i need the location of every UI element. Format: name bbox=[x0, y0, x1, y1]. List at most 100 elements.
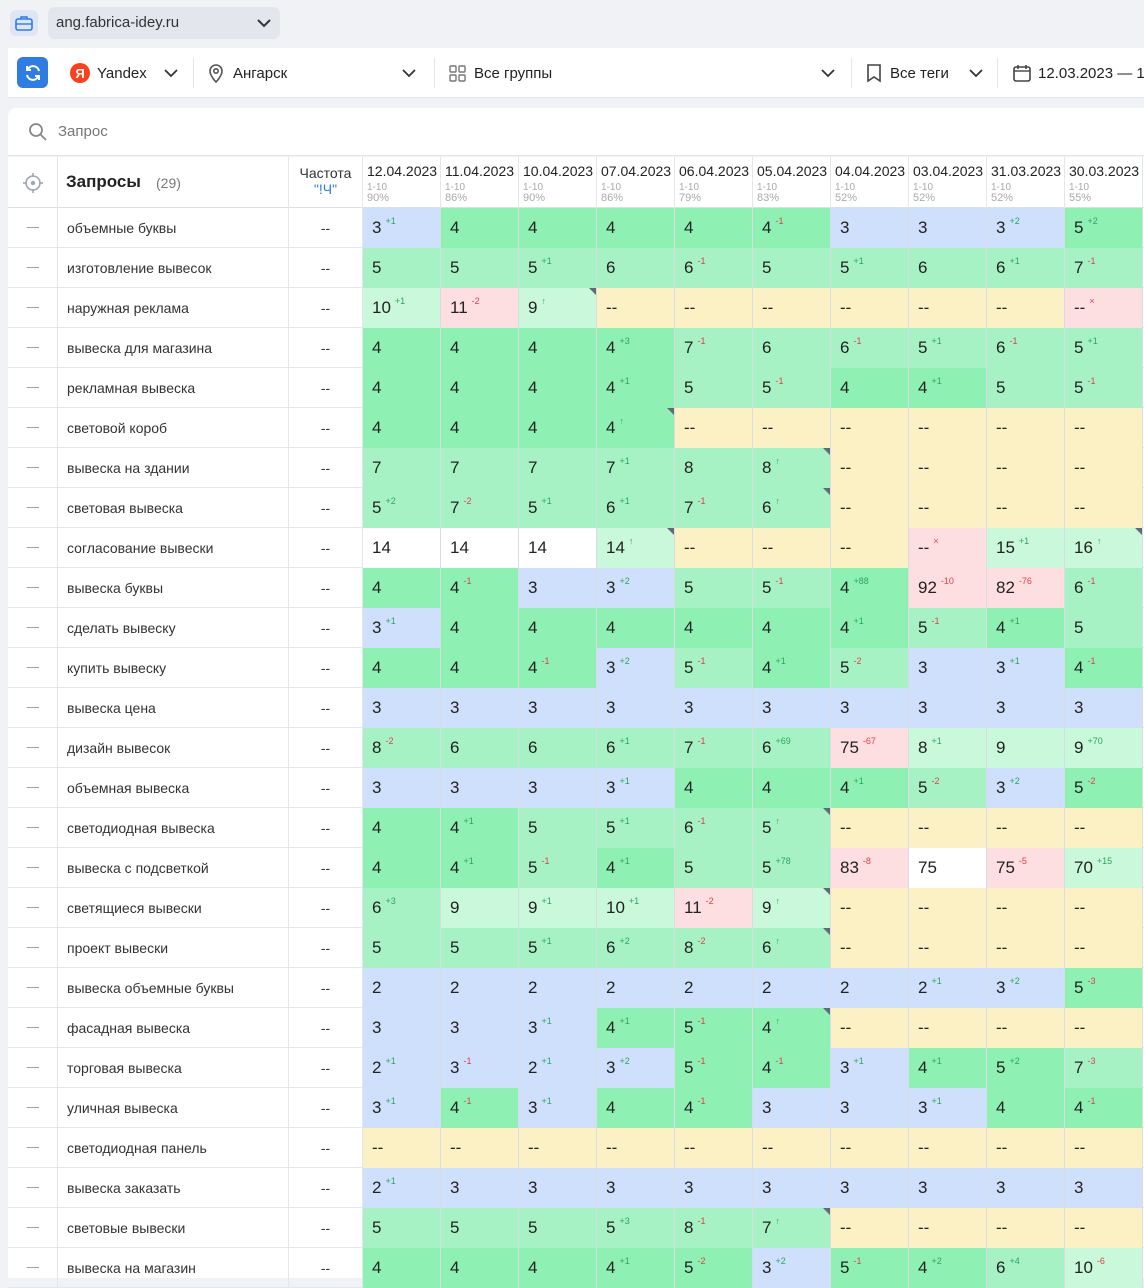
position-cell[interactable]: 3 -1 bbox=[441, 1048, 519, 1088]
position-cell[interactable]: -- bbox=[753, 528, 831, 568]
position-cell[interactable]: 8 +1 bbox=[909, 728, 987, 768]
position-cell[interactable]: -- bbox=[753, 408, 831, 448]
position-cell[interactable]: 3 bbox=[753, 1088, 831, 1128]
position-cell[interactable]: -- bbox=[1065, 448, 1143, 488]
position-cell[interactable]: 3 bbox=[519, 1168, 597, 1208]
tags-select[interactable]: Все теги bbox=[866, 48, 984, 98]
query-text[interactable]: вывеска заказать bbox=[58, 1168, 289, 1208]
position-cell[interactable]: -- bbox=[1065, 1128, 1143, 1168]
query-text[interactable]: вывеска на здании bbox=[58, 448, 289, 488]
position-cell[interactable]: -- bbox=[753, 288, 831, 328]
position-cell[interactable]: -- bbox=[831, 408, 909, 448]
table-row[interactable]: купить вывеску -- 4 4 4 -1 3 +2 5 -1 4 +1 5 -2 3 3 +1 4 -1 bbox=[8, 648, 1144, 688]
position-cell[interactable]: 4 +1 bbox=[909, 368, 987, 408]
position-cell[interactable]: 3 bbox=[1065, 1168, 1143, 1208]
position-cell[interactable]: 2 +1 bbox=[519, 1048, 597, 1088]
position-cell[interactable]: -- bbox=[1065, 888, 1143, 928]
position-cell[interactable]: 10 +1 bbox=[597, 888, 675, 928]
table-row[interactable]: согласование вывески -- 14 14 14 14 ↑ -- -- -- -- ×… bbox=[8, 528, 1144, 568]
query-text[interactable]: рекламная вывеска bbox=[58, 368, 289, 408]
position-cell[interactable]: 4 bbox=[363, 1248, 441, 1288]
table-row[interactable]: дизайн вывесок -- 8 -2 6 6 6 +1 7 -1 6 +69 75 -67 8 +1 9… bbox=[8, 728, 1144, 768]
row-select[interactable] bbox=[8, 888, 58, 928]
engine-select[interactable]: Я Yandex bbox=[70, 48, 179, 98]
date-column-header[interactable]: 10.04.2023 1-10 90% bbox=[519, 157, 597, 208]
date-range-picker[interactable]: 12.03.2023 — 12 bbox=[1012, 48, 1144, 98]
position-cell[interactable]: 10 -6 bbox=[1065, 1248, 1143, 1288]
queries-column-header[interactable]: Запросы (29) bbox=[8, 157, 289, 208]
position-cell[interactable]: -- bbox=[1065, 1208, 1143, 1248]
row-select[interactable] bbox=[8, 528, 58, 568]
position-cell[interactable]: 3 bbox=[987, 688, 1065, 728]
row-select[interactable] bbox=[8, 1088, 58, 1128]
query-text[interactable]: уличная вывеска bbox=[58, 1088, 289, 1128]
position-cell[interactable]: 3 bbox=[363, 768, 441, 808]
position-cell[interactable]: 6 -1 bbox=[675, 248, 753, 288]
date-column-header[interactable]: 07.04.2023 1-10 86% bbox=[597, 157, 675, 208]
position-cell[interactable]: 5 -1 bbox=[753, 368, 831, 408]
query-text[interactable]: проект вывески bbox=[58, 928, 289, 968]
row-select[interactable] bbox=[8, 488, 58, 528]
position-cell[interactable]: -- bbox=[909, 808, 987, 848]
position-cell[interactable]: 4 +1 bbox=[597, 1248, 675, 1288]
position-cell[interactable]: 8 -2 bbox=[675, 928, 753, 968]
position-cell[interactable]: 4 bbox=[519, 208, 597, 248]
row-select[interactable] bbox=[8, 448, 58, 488]
position-cell[interactable]: 15 +1 bbox=[987, 528, 1065, 568]
position-cell[interactable]: 3 bbox=[1065, 688, 1143, 728]
table-row[interactable]: объемная вывеска -- 3 3 3 3 +1 4 4 4 +1 5 -2 3 +2 5 -2 bbox=[8, 768, 1144, 808]
position-cell[interactable]: 6 -1 bbox=[675, 808, 753, 848]
position-cell[interactable]: 75 -67 bbox=[831, 728, 909, 768]
position-cell[interactable]: 5 bbox=[675, 848, 753, 888]
position-cell[interactable]: 5 +1 bbox=[909, 328, 987, 368]
row-select[interactable] bbox=[8, 768, 58, 808]
position-cell[interactable]: 5 bbox=[987, 368, 1065, 408]
date-column-header[interactable]: 06.04.2023 1-10 79% bbox=[675, 157, 753, 208]
row-select[interactable] bbox=[8, 208, 58, 248]
query-text[interactable]: согласование вывески bbox=[58, 528, 289, 568]
position-cell[interactable]: 6 bbox=[519, 728, 597, 768]
position-cell[interactable]: 4 bbox=[519, 368, 597, 408]
position-cell[interactable]: 4 +1 bbox=[753, 648, 831, 688]
position-cell[interactable]: 4 +3 bbox=[597, 328, 675, 368]
table-row[interactable]: вывеска заказать -- 2 +1 3 3 3 3 3 3 3 3 3 bbox=[8, 1168, 1144, 1208]
position-cell[interactable]: 5 -1 bbox=[675, 1008, 753, 1048]
position-cell[interactable]: -- bbox=[675, 1128, 753, 1168]
position-cell[interactable]: 5 -2 bbox=[909, 768, 987, 808]
position-cell[interactable]: 4 bbox=[441, 608, 519, 648]
position-cell[interactable]: 6 +1 bbox=[987, 248, 1065, 288]
table-row[interactable]: фасадная вывеска -- 3 3 3 +1 4 +1 5 -1 4 ↑ -- -- -- -- bbox=[8, 1008, 1144, 1048]
position-cell[interactable]: 6 +1 bbox=[597, 488, 675, 528]
position-cell[interactable]: 4 bbox=[441, 368, 519, 408]
position-cell[interactable]: 3 bbox=[831, 208, 909, 248]
position-cell[interactable]: -- bbox=[831, 288, 909, 328]
position-cell[interactable]: 2 +1 bbox=[909, 968, 987, 1008]
position-cell[interactable]: -- bbox=[831, 528, 909, 568]
position-cell[interactable]: 11 -2 bbox=[441, 288, 519, 328]
position-cell[interactable]: 4 -1 bbox=[519, 648, 597, 688]
date-column-header[interactable]: 31.03.2023 1-10 52% bbox=[987, 157, 1065, 208]
position-cell[interactable]: 7 -1 bbox=[675, 328, 753, 368]
position-cell[interactable]: 3 bbox=[909, 1168, 987, 1208]
position-cell[interactable]: 4 +2 bbox=[909, 1248, 987, 1288]
table-row[interactable]: вывеска объемные буквы -- 2 2 2 2 2 2 2 2 +1 3 +2 5 -3 bbox=[8, 968, 1144, 1008]
query-text[interactable]: объемная вывеска bbox=[58, 768, 289, 808]
date-column-header[interactable]: 03.04.2023 1-10 52% bbox=[909, 157, 987, 208]
position-cell[interactable]: -- bbox=[909, 1128, 987, 1168]
position-cell[interactable]: 7 bbox=[441, 448, 519, 488]
position-cell[interactable]: 82 -76 bbox=[987, 568, 1065, 608]
position-cell[interactable]: 3 +1 bbox=[597, 768, 675, 808]
region-select[interactable]: Ангарск bbox=[207, 48, 419, 98]
position-cell[interactable]: 8 -1 bbox=[675, 1208, 753, 1248]
position-cell[interactable]: 83 -8 bbox=[831, 848, 909, 888]
position-cell[interactable]: 9 ↑ bbox=[519, 288, 597, 328]
position-cell[interactable]: 5 -1 bbox=[753, 568, 831, 608]
date-column-header[interactable]: 04.04.2023 1-10 52% bbox=[831, 157, 909, 208]
position-cell[interactable]: 3 +1 bbox=[363, 608, 441, 648]
position-cell[interactable]: 5 ↑ bbox=[753, 808, 831, 848]
position-cell[interactable]: -- bbox=[441, 1128, 519, 1168]
query-text[interactable]: дизайн вывесок bbox=[58, 728, 289, 768]
position-cell[interactable]: 4 bbox=[519, 1248, 597, 1288]
position-cell[interactable]: 9 ↑ bbox=[753, 888, 831, 928]
position-cell[interactable]: 3 +1 bbox=[363, 1088, 441, 1128]
